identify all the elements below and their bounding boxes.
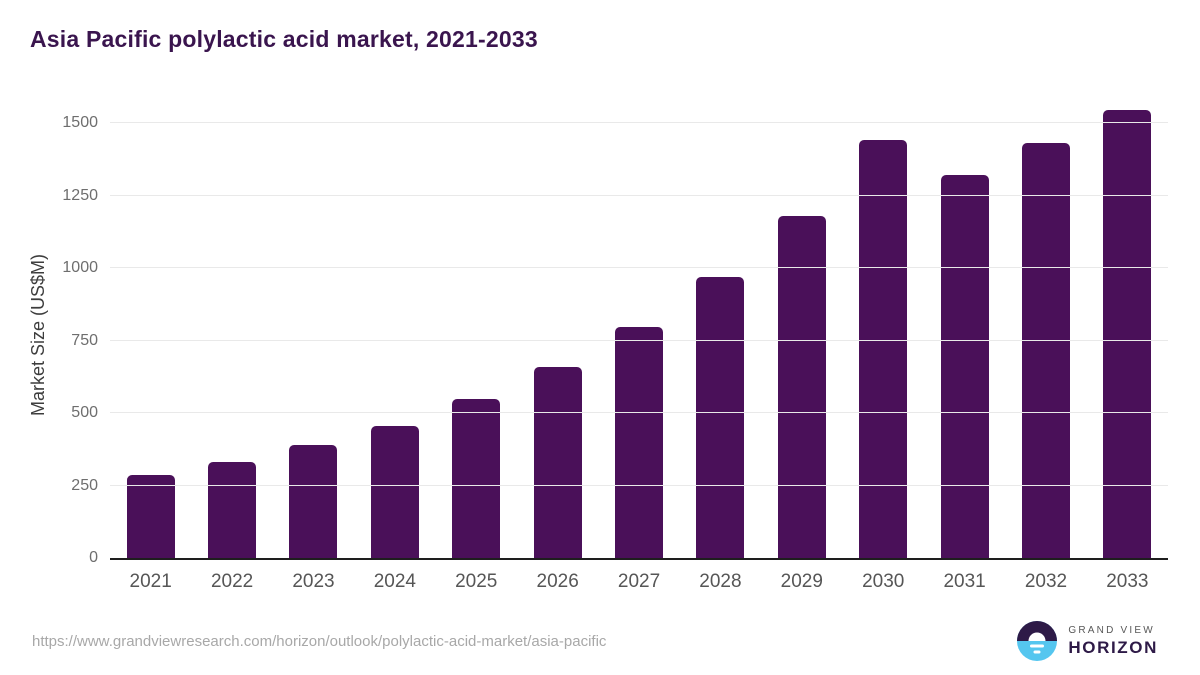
y-tick-label-500: 500 xyxy=(71,404,98,421)
footer: https://www.grandviewresearch.com/horizo… xyxy=(32,621,1158,661)
bar-cell-2026: 2026 xyxy=(517,110,598,592)
x-tick-label-2026: 2026 xyxy=(536,571,579,592)
y-tick-label-1250: 1250 xyxy=(62,186,98,204)
bar-cell-2031: 2031 xyxy=(924,110,1005,592)
x-tick-label-2024: 2024 xyxy=(373,571,416,592)
x-tick-label-2030: 2030 xyxy=(862,571,905,592)
gridline-250 xyxy=(110,484,1168,486)
x-tick-label-2022: 2022 xyxy=(210,571,254,592)
bar-cell-2029: 2029 xyxy=(761,110,842,592)
x-tick-label-2028: 2028 xyxy=(699,571,742,592)
bar-2029 xyxy=(777,215,826,558)
bar-2032 xyxy=(1021,143,1070,558)
bar-cell-2025: 2025 xyxy=(436,110,517,592)
bar-2024 xyxy=(370,426,419,558)
gridline-1500 xyxy=(110,122,1168,123)
bar-2027 xyxy=(615,327,664,558)
bar-cell-2024: 2024 xyxy=(354,110,435,592)
bar-2021 xyxy=(126,475,175,558)
y-axis-label-container: Market Size (US$M) xyxy=(26,110,50,560)
bar-cell-2032: 2032 xyxy=(1005,110,1086,592)
gridline-1250 xyxy=(110,194,1168,196)
bar-2022 xyxy=(208,462,257,558)
chart-title: Asia Pacific polylactic acid market, 202… xyxy=(30,26,538,52)
x-tick-label-2031: 2031 xyxy=(943,571,986,592)
bar-2031 xyxy=(940,175,989,558)
bar-cell-2021: 2021 xyxy=(110,110,191,592)
y-tick-label-750: 750 xyxy=(71,331,98,349)
logo-text-horizon: HORIZON xyxy=(1068,637,1158,657)
bar-series: 2021 2022 2023 2024 2025 2026 2027 2028 2029 2030… xyxy=(110,109,1168,592)
x-tick-label-2023: 2023 xyxy=(292,571,335,592)
bar-cell-2023: 2023 xyxy=(273,110,354,592)
y-tick-label-1500: 1500 xyxy=(62,114,98,131)
bar-2030 xyxy=(859,140,908,558)
logo-text: GRAND VIEW HORIZON xyxy=(1068,625,1158,658)
bar-2026 xyxy=(533,366,582,558)
bar-cell-2022: 2022 xyxy=(191,110,272,592)
bar-cell-2033: 2033 xyxy=(1087,109,1168,592)
plot-area: 2021 2022 2023 2024 2025 2026 2027 2028 2029 2030… xyxy=(62,109,1168,592)
x-tick-label-2032: 2032 xyxy=(1024,571,1068,592)
x-tick-label-2025: 2025 xyxy=(455,571,498,592)
bar-2023 xyxy=(289,444,338,558)
bar-2025 xyxy=(452,398,501,558)
bar-2028 xyxy=(696,276,745,558)
bar-cell-2028: 2028 xyxy=(680,110,761,592)
x-tick-label-2027: 2027 xyxy=(617,571,661,592)
x-tick-label-2033: 2033 xyxy=(1106,571,1149,592)
bar-2033 xyxy=(1103,109,1152,558)
source-url: https://www.grandviewresearch.com/horizo… xyxy=(32,632,607,650)
y-tick-label-0: 0 xyxy=(89,549,98,566)
y-tick-label-250: 250 xyxy=(71,476,98,494)
y-axis-label: Market Size (US$M) xyxy=(27,253,48,417)
logo-text-grand-view: GRAND VIEW xyxy=(1068,624,1155,636)
bar-cell-2030: 2030 xyxy=(843,110,924,592)
gridline-750 xyxy=(110,339,1168,341)
x-tick-label-2029: 2029 xyxy=(780,571,823,592)
grandview-horizon-logo: GRAND VIEW HORIZON xyxy=(1017,621,1158,661)
gridline-500 xyxy=(110,412,1168,413)
x-tick-label-2021: 2021 xyxy=(129,571,172,592)
horizon-sunrise-icon xyxy=(1017,621,1058,661)
y-tick-label-1000: 1000 xyxy=(62,259,98,276)
gridline-1000 xyxy=(110,267,1168,268)
bar-cell-2027: 2027 xyxy=(598,110,679,592)
